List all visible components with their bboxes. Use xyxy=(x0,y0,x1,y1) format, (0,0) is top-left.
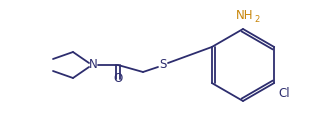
Text: 2: 2 xyxy=(254,15,259,24)
Text: O: O xyxy=(113,72,123,85)
Text: N: N xyxy=(89,58,97,72)
Text: Cl: Cl xyxy=(278,87,290,100)
Text: NH: NH xyxy=(236,9,254,22)
Text: S: S xyxy=(159,58,167,72)
